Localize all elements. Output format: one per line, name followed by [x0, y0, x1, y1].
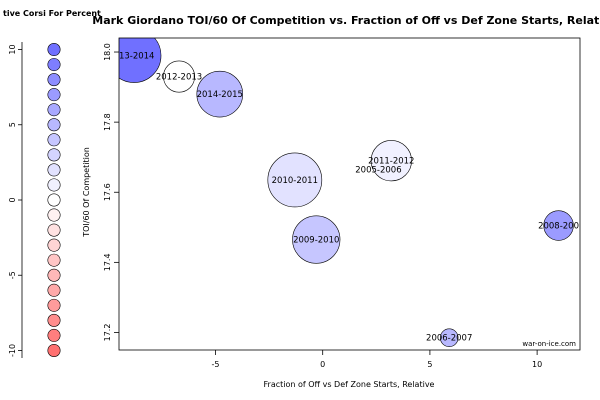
- legend-dot: [47, 343, 61, 357]
- y-axis-ticks: 17.2 17.4 17.6 17.8 18.0: [103, 43, 119, 341]
- season-label: 2005-2006: [355, 165, 401, 175]
- chart-title: Mark Giordano TOI/60 Of Competition vs. …: [92, 14, 600, 27]
- legend-dot: [47, 223, 61, 237]
- season-bubble: [163, 60, 195, 93]
- season-label: 2011-2012: [368, 157, 414, 167]
- season-bubble: [196, 70, 244, 118]
- legend-dot: [47, 43, 61, 57]
- season-label: 013-2014: [114, 52, 155, 62]
- y-tick-label: 17.8: [103, 113, 112, 131]
- main-chart: Mark Giordano TOI/60 Of Competition vs. …: [82, 14, 600, 389]
- season-label: 2006-2007: [426, 334, 472, 344]
- legend-dot: [47, 298, 61, 312]
- legend-dot: [47, 103, 61, 117]
- legend-tick-label: -5: [8, 271, 17, 279]
- legend-dot: [47, 178, 61, 192]
- legend-ticks: 10 5 0 -5 -10: [8, 44, 22, 357]
- plot-frame: [118, 37, 581, 351]
- x-tick-label: 10: [532, 360, 542, 369]
- legend-dots: [47, 43, 61, 357]
- y-tick-label: 17.4: [103, 253, 112, 271]
- legend-dot: [47, 88, 61, 102]
- legend-dot: [47, 238, 61, 252]
- x-axis-label: Fraction of Off vs Def Zone Starts, Rela…: [264, 380, 435, 389]
- x-tick-label: 0: [320, 360, 325, 369]
- legend-dot: [47, 313, 61, 327]
- season-bubble: [439, 328, 459, 347]
- legend-dot: [47, 118, 61, 132]
- legend-dot: [47, 268, 61, 282]
- legend-dot: [47, 73, 61, 87]
- season-label: 2010-2011: [272, 176, 318, 186]
- legend-dot: [47, 328, 61, 342]
- legend-dot: [47, 253, 61, 267]
- legend-tick-label: -10: [8, 344, 17, 357]
- legend-title: tive Corsi For Percent: [3, 9, 101, 18]
- season-bubble: [267, 152, 323, 208]
- legend-tick-label: 5: [8, 122, 17, 127]
- legend-dot: [47, 193, 61, 207]
- legend-dot: [47, 208, 61, 222]
- y-tick-label: 17.6: [103, 183, 112, 201]
- watermark: war-on-ice.com: [522, 340, 576, 348]
- legend-tick-label: 10: [8, 44, 17, 54]
- y-tick-label: 18.0: [103, 43, 112, 61]
- season-label: 2009-2010: [293, 236, 339, 246]
- x-axis-ticks: -5 0 5 10: [211, 350, 542, 369]
- x-tick-label: -5: [211, 360, 219, 369]
- legend-dot: [47, 133, 61, 147]
- legend-tick-label: 0: [8, 197, 17, 202]
- season-label: 2008-200: [538, 222, 579, 232]
- season-label: 2014-2015: [197, 90, 243, 100]
- legend-dot: [47, 163, 61, 177]
- y-axis-label: TOI/60 Of Competition: [82, 147, 91, 238]
- season-label: 2012-2013: [156, 73, 202, 83]
- season-bubble: [543, 210, 574, 241]
- corsi-legend: tive Corsi For Percent 10 5 0 -5 -10: [3, 9, 101, 358]
- season-bubble: [292, 215, 341, 264]
- x-tick-label: 5: [427, 360, 432, 369]
- data-points: 013-2014 2012-2013 2014-2015 2011-20122005-…: [114, 38, 579, 347]
- legend-dot: [47, 148, 61, 162]
- season-bubble: [119, 38, 162, 83]
- legend-dot: [47, 58, 61, 72]
- season-bubble: [370, 140, 412, 182]
- y-tick-label: 17.2: [103, 324, 112, 342]
- legend-dot: [47, 283, 61, 297]
